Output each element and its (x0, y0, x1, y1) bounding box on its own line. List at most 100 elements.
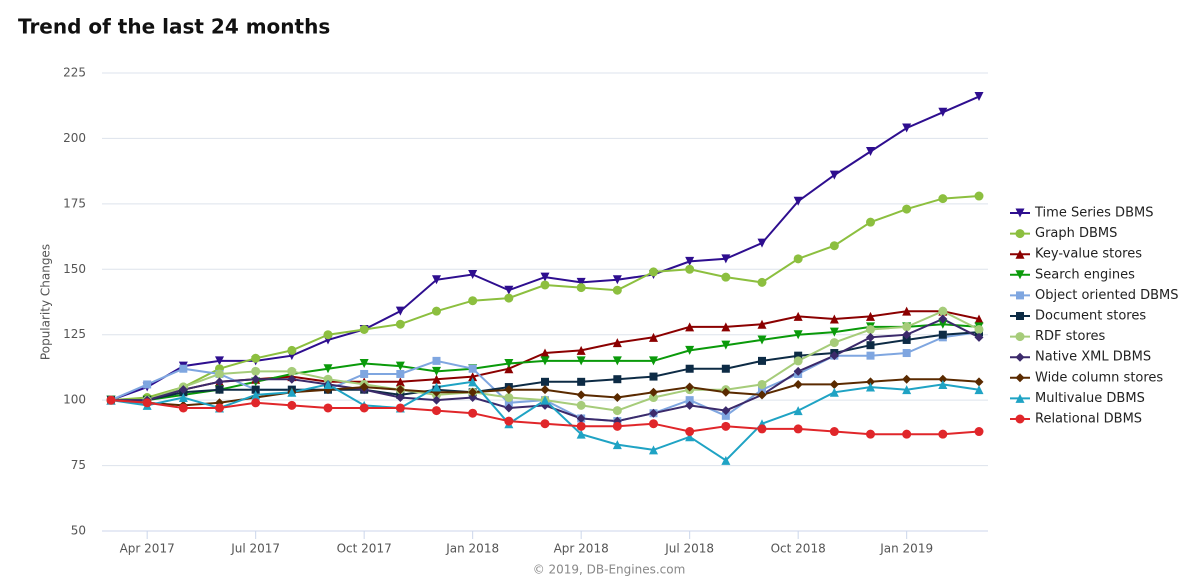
marker (251, 353, 261, 363)
marker (323, 403, 333, 413)
marker (577, 377, 586, 386)
marker (974, 191, 984, 201)
marker (215, 403, 224, 413)
marker (902, 330, 912, 340)
marker (721, 322, 731, 332)
marker (685, 322, 695, 332)
x-tick-label: Oct 2017 (337, 542, 392, 556)
marker (432, 356, 441, 365)
marker (323, 330, 333, 340)
marker (866, 429, 875, 439)
marker (468, 270, 478, 280)
marker (866, 217, 875, 227)
legend-marker (1016, 291, 1024, 300)
marker (757, 390, 767, 400)
marker (432, 382, 441, 392)
y-tick-label: 75 (71, 458, 86, 472)
marker (468, 364, 477, 373)
legend-label: Graph DBMS (1035, 226, 1117, 241)
legend-label: Document stores (1035, 309, 1146, 324)
marker (612, 285, 622, 295)
x-tick-label: Jul 2018 (664, 542, 714, 556)
legend-marker (1016, 312, 1024, 320)
marker (902, 322, 912, 332)
marker (251, 366, 261, 376)
x-tick-label: Apr 2018 (554, 542, 609, 556)
marker (359, 382, 369, 392)
marker (938, 374, 948, 384)
marker (287, 374, 297, 384)
marker (793, 379, 803, 389)
marker (396, 369, 405, 378)
marker (793, 196, 803, 206)
chart-title: Trend of the last 24 months (18, 15, 330, 39)
y-axis-label: Popularity Changes (39, 244, 53, 360)
marker (793, 424, 803, 434)
marker (721, 340, 731, 350)
marker (576, 277, 586, 287)
y-tick-label: 50 (71, 524, 86, 538)
legend-marker (1015, 270, 1025, 280)
marker (721, 455, 731, 465)
marker (612, 406, 622, 416)
x-tick-label: Apr 2017 (120, 542, 175, 556)
marker (540, 272, 550, 282)
marker (866, 351, 875, 360)
marker (359, 359, 369, 369)
marker (829, 427, 839, 437)
marker (829, 314, 839, 324)
marker (395, 319, 405, 329)
marker (721, 387, 731, 397)
marker (504, 285, 514, 295)
marker (685, 364, 694, 373)
marker (793, 406, 803, 416)
marker (866, 332, 875, 342)
marker (938, 330, 947, 339)
marker (359, 324, 369, 334)
marker (758, 356, 766, 365)
marker (540, 395, 550, 405)
marker (395, 393, 405, 403)
marker (866, 311, 875, 321)
marker (540, 419, 550, 429)
marker (468, 393, 478, 403)
marker (613, 375, 622, 384)
marker (612, 421, 622, 431)
marker (432, 275, 441, 285)
marker (866, 377, 875, 387)
marker (685, 427, 695, 437)
marker (649, 356, 658, 366)
marker (938, 306, 948, 316)
marker (866, 324, 875, 334)
marker (432, 374, 441, 384)
legend-marker (1015, 393, 1025, 403)
marker (395, 385, 405, 395)
marker (468, 408, 478, 418)
y-tick-label: 200 (63, 131, 86, 145)
marker (541, 377, 549, 386)
marker (395, 377, 405, 387)
marker (468, 372, 478, 382)
marker (793, 254, 803, 264)
marker (902, 306, 912, 316)
marker (902, 429, 912, 439)
marker (287, 366, 297, 376)
marker (179, 364, 188, 373)
marker (649, 267, 658, 277)
marker (468, 377, 478, 387)
marker (938, 194, 948, 204)
x-tick-label: Oct 2018 (771, 542, 826, 556)
marker (685, 400, 695, 410)
marker (251, 374, 261, 384)
marker (829, 241, 839, 251)
marker (974, 314, 984, 324)
marker (143, 380, 152, 389)
marker (721, 272, 731, 282)
marker (576, 413, 586, 423)
marker (540, 348, 550, 358)
y-tick-label: 175 (63, 196, 86, 210)
legend-label: Wide column stores (1035, 370, 1163, 385)
marker (902, 204, 912, 214)
marker (142, 398, 152, 408)
